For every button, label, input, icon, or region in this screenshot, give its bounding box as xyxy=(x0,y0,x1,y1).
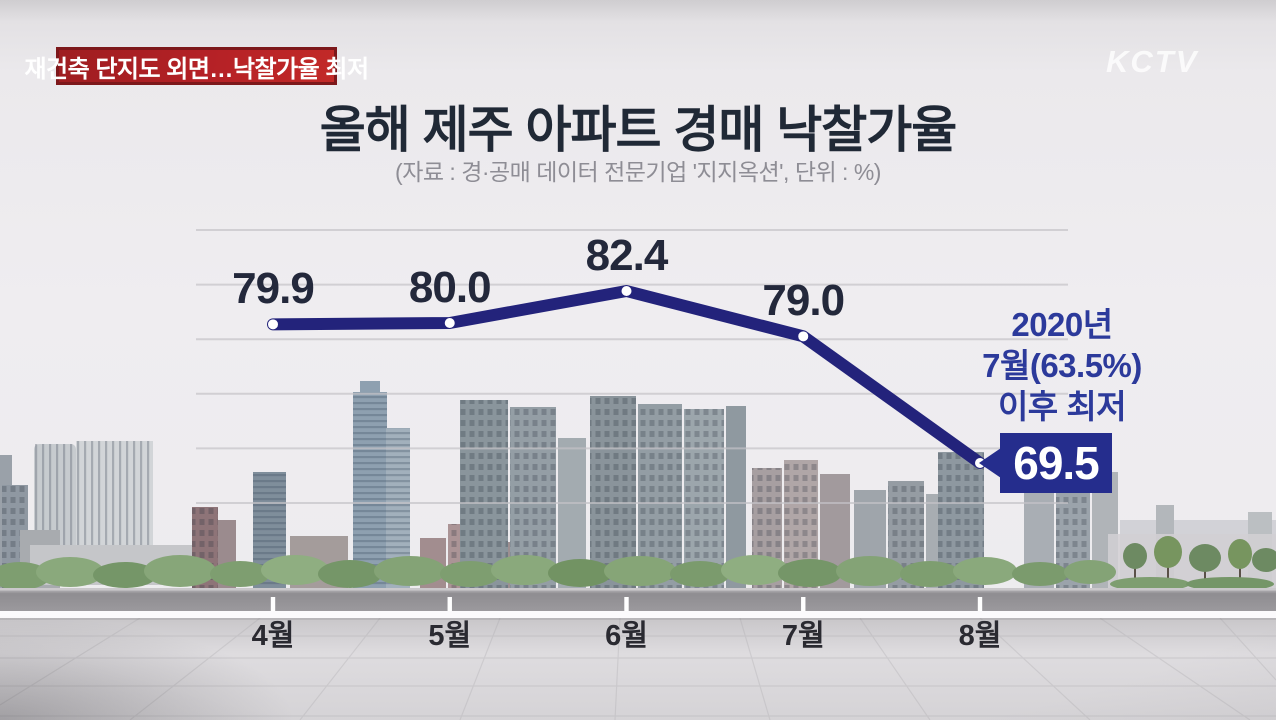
pavement xyxy=(0,618,1276,720)
x-axis-line xyxy=(0,611,1276,618)
value-label: 82.4 xyxy=(585,231,669,280)
breaking-news-badge: 재건축 단지도 외면…낙찰가율 최저 xyxy=(24,47,369,85)
station-logo: KCTV xyxy=(1106,44,1199,79)
category-label: 5월 xyxy=(428,620,472,652)
annotation-line: 이후 최저 xyxy=(997,388,1127,425)
highlight-value-callout: 69.5 xyxy=(979,433,1112,493)
category-label: 4월 xyxy=(251,620,295,652)
axis-ticks xyxy=(270,597,983,611)
category-label: 8월 xyxy=(958,620,1002,652)
data-series xyxy=(267,285,986,469)
value-label: 79.0 xyxy=(762,276,845,326)
tree-band xyxy=(0,536,1276,591)
value-label: 80.0 xyxy=(408,262,492,312)
annotation-line: 2020년 xyxy=(1011,306,1113,343)
embankment-wall xyxy=(0,588,1276,611)
highlight-value: 69.5 xyxy=(1013,437,1100,489)
callout-pointer-icon xyxy=(979,448,1001,478)
value-label: 79.9 xyxy=(232,264,315,314)
pavement-tile-lines xyxy=(0,617,1276,720)
category-label: 7월 xyxy=(781,620,825,652)
city-skyline-background xyxy=(0,381,1276,720)
category-label: 6월 xyxy=(605,620,648,652)
chart-source-note: (자료 : 경·공매 데이터 전문기업 '지지옥션', 단위 : %) xyxy=(395,159,881,185)
annotation-line: 7월(63.5%) xyxy=(982,347,1142,384)
page-title: 올해 제주 아파트 경매 낙찰가율 xyxy=(319,102,958,158)
gridlines xyxy=(196,229,1068,504)
chart-annotation: 2020년 7월(63.5%) 이후 최저 xyxy=(982,304,1142,427)
